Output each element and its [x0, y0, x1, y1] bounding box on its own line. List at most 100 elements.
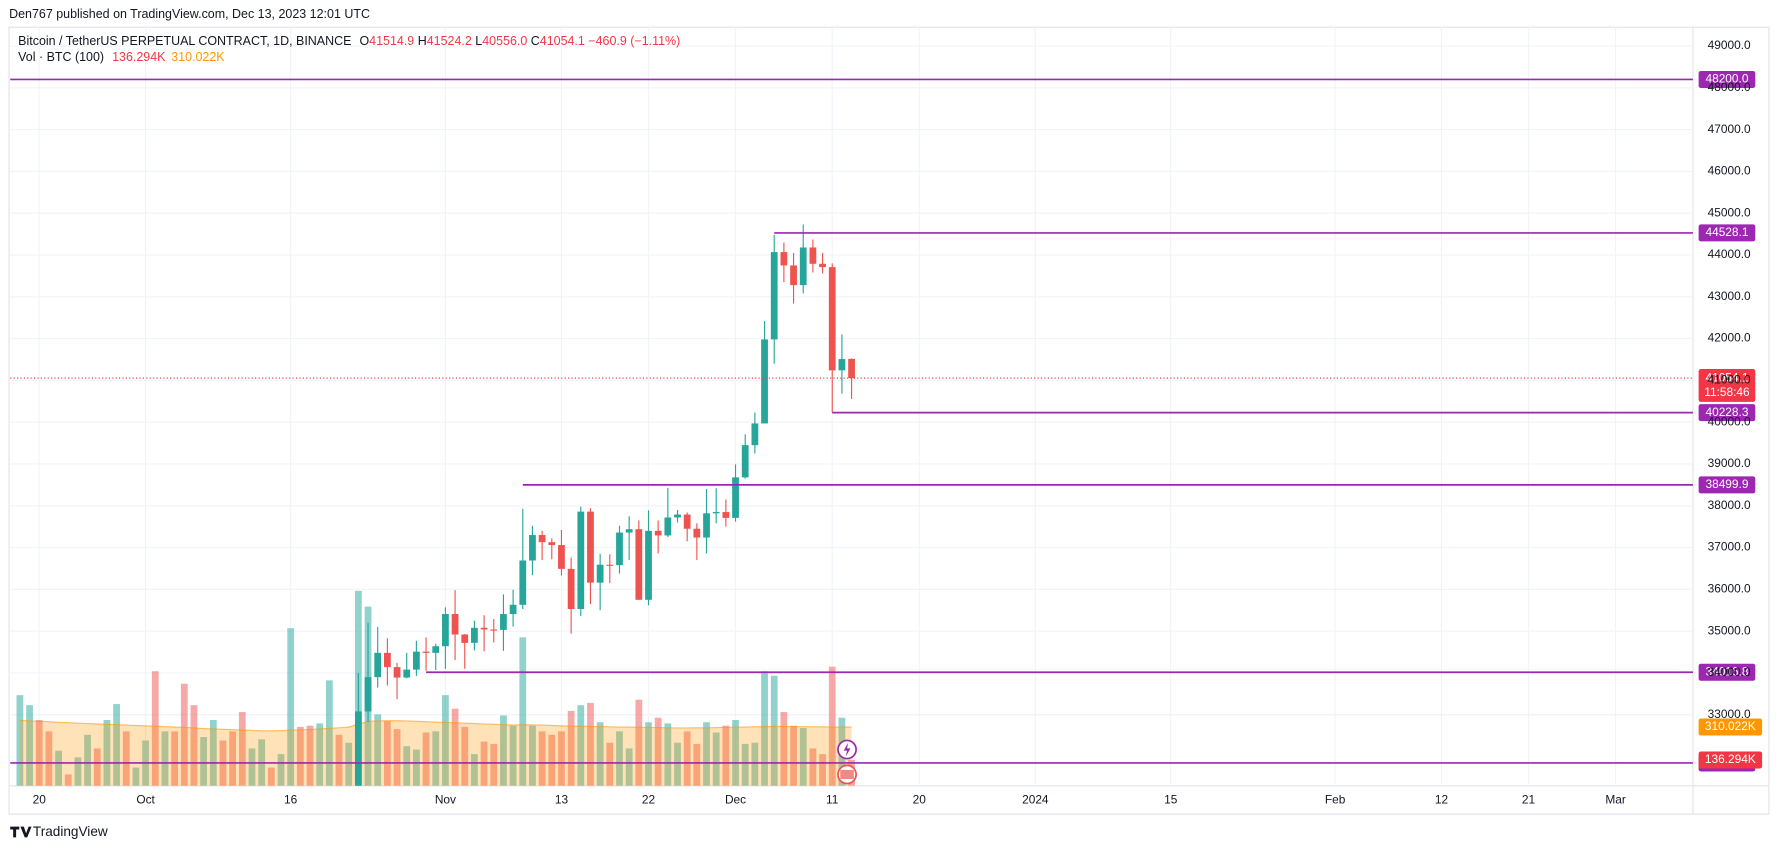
volume-bar: [335, 734, 343, 786]
event-icons[interactable]: [837, 739, 857, 785]
candle-body: [519, 560, 527, 605]
flag-glyph: [840, 769, 854, 779]
y-tick-label: 37000.0: [1708, 540, 1751, 554]
candle-body: [848, 358, 855, 379]
volume-bar: [122, 731, 130, 786]
candle-body: [809, 247, 817, 264]
volume-bar: [809, 748, 817, 786]
ohlc-value: 41524.2: [427, 34, 472, 48]
candle-body: [819, 263, 826, 268]
x-tick-label: Mar: [1605, 793, 1626, 807]
volume-bar: [325, 680, 333, 786]
y-tick-label: 35000.0: [1708, 623, 1751, 637]
ohlc-value: 41514.9: [369, 34, 414, 48]
volume-bar: [93, 748, 101, 786]
ohlc-prefix: C: [531, 34, 540, 48]
candle-body: [567, 568, 575, 610]
volume-bar: [45, 731, 53, 786]
volume-bar: [296, 726, 304, 786]
candle-body: [451, 614, 459, 635]
candle-body: [712, 512, 720, 514]
volume-bar: [664, 723, 672, 786]
candle-body: [616, 532, 623, 566]
volume-bar: [529, 725, 536, 786]
level-label: 44528.1: [1705, 225, 1748, 239]
level-label-box: [1698, 224, 1756, 242]
x-tick-label: 2024: [1022, 793, 1049, 807]
x-tick-label: 20: [33, 793, 47, 807]
publisher: Den767 published on TradingView.com, Dec…: [9, 7, 370, 21]
volume-bar: [828, 666, 836, 786]
volume-bar: [132, 767, 140, 786]
countdown: 11:58:46: [1704, 385, 1750, 399]
volume-bar: [654, 717, 662, 786]
axis-layer: 33000.0 34000.0 35000.0 36000.0 37000.0 38000…: [33, 38, 1751, 807]
y-tick-label: 41000.0: [1708, 373, 1751, 387]
level-label-box: [1698, 70, 1756, 88]
volume-bar: [190, 705, 198, 786]
candle-body: [383, 652, 391, 668]
volume-bar: [819, 754, 826, 786]
candle-body: [500, 614, 507, 630]
volume-bar: [374, 714, 382, 786]
candle-body: [799, 247, 807, 286]
candle-body: [722, 512, 730, 518]
volume-bar: [799, 727, 807, 786]
x-tick-label: 16: [284, 793, 298, 807]
volume-bar: [171, 731, 179, 786]
x-tick-label: 11: [826, 793, 839, 807]
volume-bar: [316, 723, 324, 786]
level-layer: 48200.044528.140228.338499.934016.831847…: [10, 70, 1763, 772]
y-tick-label: 36000.0: [1708, 582, 1751, 596]
volume-legend: Vol · BTC (100) 136.294K 310.022K: [18, 50, 225, 64]
candle-body: [461, 634, 469, 643]
candle-body: [606, 564, 614, 566]
volume-bar: [35, 719, 43, 786]
volume-bar: [345, 742, 353, 786]
volume-bar: [16, 695, 24, 786]
y-tick-label: 33000.0: [1708, 707, 1751, 721]
x-tick-label: 22: [642, 793, 656, 807]
volume-bar: [306, 725, 314, 786]
volume-bar: [567, 710, 575, 786]
volume-bar: [422, 732, 430, 786]
volume-bar: [558, 731, 565, 786]
volume-bar: [209, 719, 217, 786]
candle-body: [471, 627, 478, 643]
volume-bar: [151, 671, 159, 786]
volume-label: 136.294K: [1705, 752, 1756, 766]
volume-bar: [432, 731, 440, 786]
ohlc-prefix: O: [359, 34, 369, 48]
brand: TradingView: [33, 824, 108, 839]
volume-layer: [16, 590, 855, 786]
volume-bar: [471, 754, 478, 786]
candle-layer: [354, 224, 855, 786]
y-tick-label: 43000.0: [1708, 289, 1751, 303]
volume-bar: [587, 702, 594, 786]
candle-body: [596, 564, 604, 583]
volume-ma-value: 310.022K: [171, 50, 225, 64]
candle-body: [393, 667, 401, 678]
level-label-box: [1698, 663, 1756, 681]
candle-body: [432, 646, 440, 653]
volume-bar: [790, 725, 797, 786]
volume-bar: [103, 719, 111, 786]
volume-bar: [393, 729, 401, 786]
symbol-title: Bitcoin / TetherUS PERPETUAL CONTRACT, 1…: [18, 34, 351, 48]
volume-bar: [703, 722, 710, 786]
change-percent: (−1.11%): [630, 34, 680, 48]
volume-bar: [625, 748, 633, 786]
frame: [8, 26, 1770, 815]
level-label-box: [1698, 404, 1756, 422]
symbol-legend: Bitcoin / TetherUS PERPETUAL CONTRACT, 1…: [18, 34, 680, 48]
candle-body: [635, 529, 643, 600]
candle-body: [577, 511, 585, 610]
candle-body: [770, 252, 778, 340]
candle-body: [442, 614, 449, 647]
x-tick-label: 21: [1522, 793, 1536, 807]
candle-body: [558, 545, 565, 569]
volume-bar: [500, 715, 507, 786]
last-price-label: 41054.1: [1705, 370, 1748, 384]
candle-body: [732, 477, 739, 518]
